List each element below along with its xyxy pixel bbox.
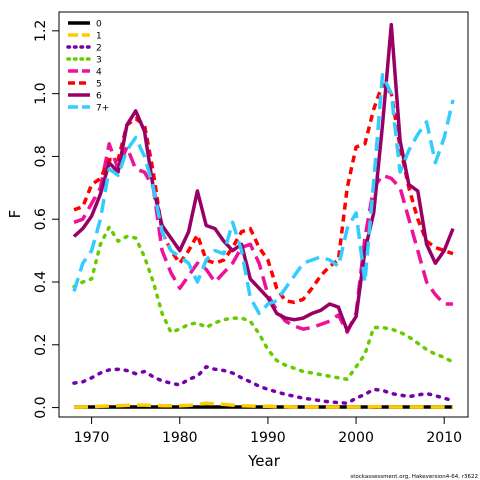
x-axis: 1970 1980 1990 2000 2010	[74, 417, 462, 446]
legend-label: 5	[96, 80, 102, 90]
legend-label: 3	[96, 56, 102, 66]
legend-label: 4	[96, 68, 102, 78]
plot-frame	[58, 11, 469, 418]
y-axis-label: F	[6, 210, 24, 219]
y-tick-label: 0.4	[33, 271, 49, 293]
series-line-3	[72, 225, 455, 382]
x-tick-label: 1990	[250, 430, 286, 446]
series-lines	[72, 22, 455, 409]
legend-label: 6	[96, 92, 102, 102]
x-tick-label: 2010	[426, 430, 462, 446]
x-tick-label: 1980	[162, 430, 198, 446]
y-tick-label: 1.2	[33, 20, 49, 42]
series-line-1	[74, 401, 453, 409]
x-tick-label: 1970	[74, 430, 110, 446]
y-tick-label: 0.2	[33, 334, 49, 356]
footnote: stockassessment.org, Hakeversion4-64, r3…	[350, 474, 478, 480]
legend-label: 7+	[96, 104, 109, 114]
legend-label: 1	[96, 32, 102, 42]
y-tick-label: 1.0	[33, 82, 49, 104]
x-tick-label: 2000	[338, 430, 374, 446]
series-line-4	[73, 142, 453, 334]
legend: 0 1 2 3 4 5 6 7+	[66, 20, 109, 114]
series-line-7plus	[72, 73, 455, 316]
legend-label: 0	[96, 20, 102, 30]
legend-label: 2	[96, 44, 102, 54]
y-axis: 0.0 0.2 0.4 0.6 0.8 1.0 1.2	[33, 20, 59, 419]
y-tick-label: 0.6	[33, 208, 49, 230]
y-tick-label: 0.0	[33, 396, 49, 418]
y-tick-label: 0.8	[33, 145, 49, 167]
series-line-2	[72, 365, 455, 405]
x-axis-label: Year	[247, 452, 281, 470]
series-line-6	[72, 22, 455, 333]
